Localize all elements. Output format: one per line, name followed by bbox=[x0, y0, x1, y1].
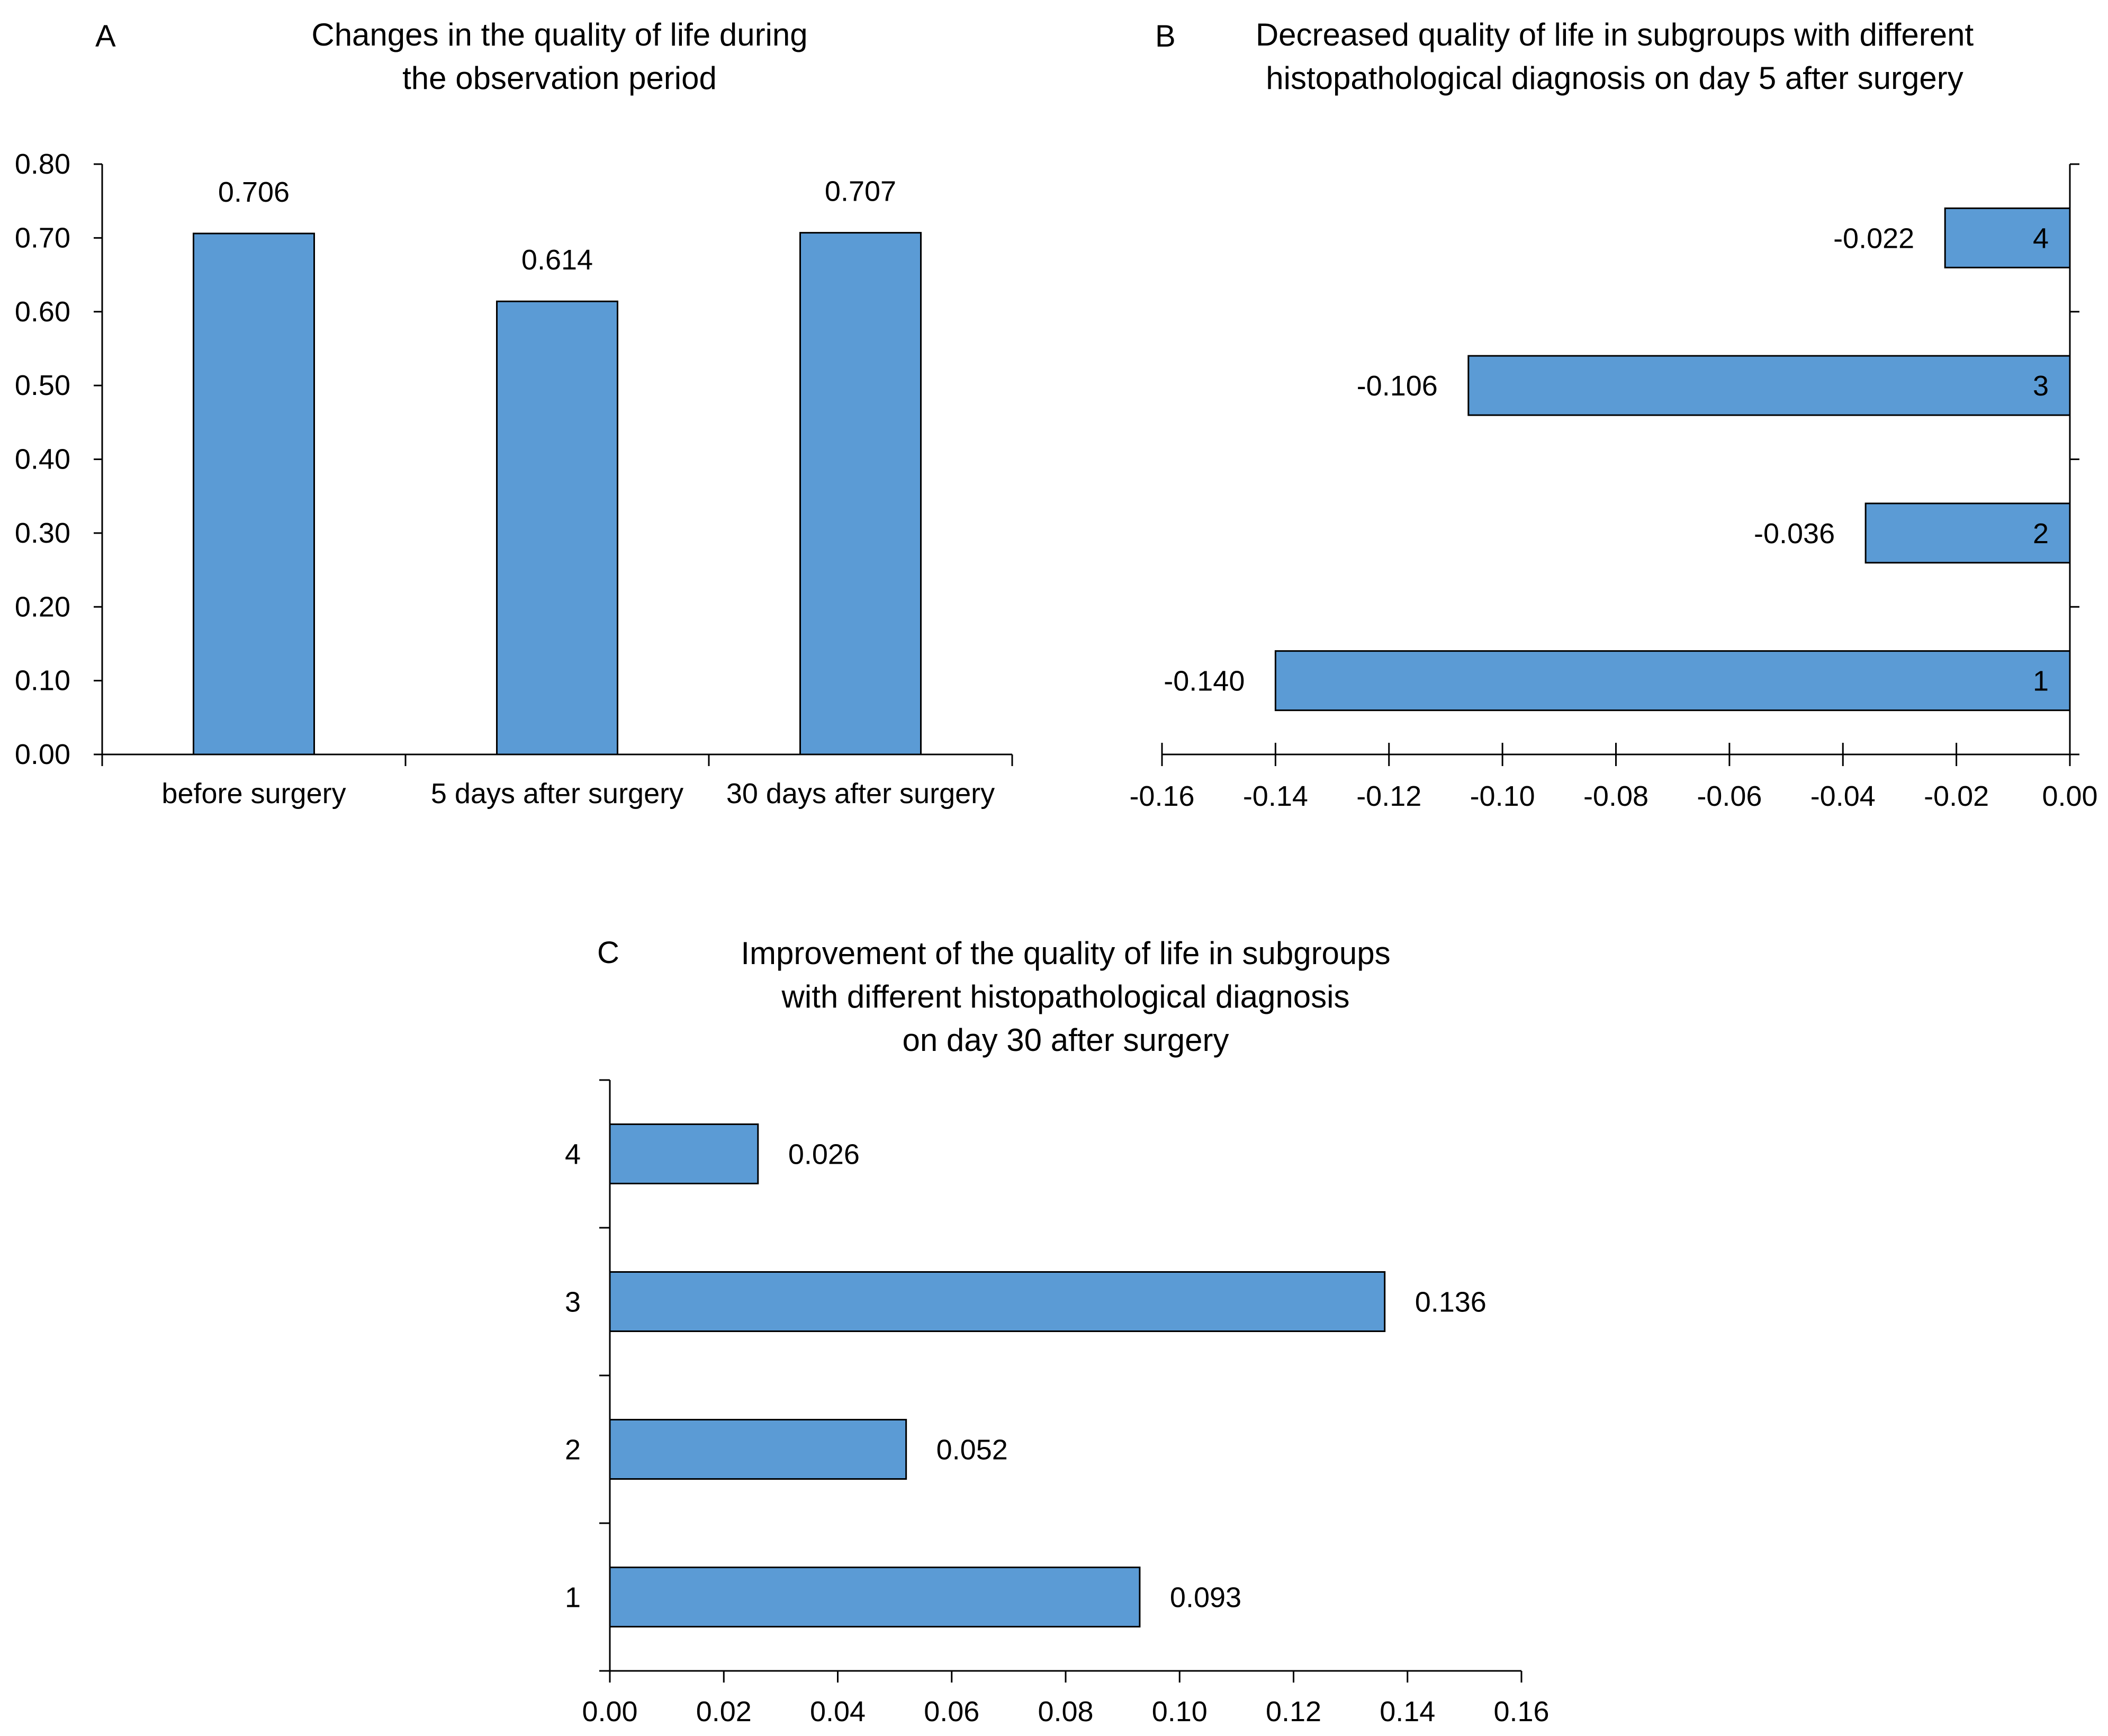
panel-letter-c: C bbox=[597, 936, 619, 970]
y-category-label: 1 bbox=[2033, 665, 2049, 697]
x-category-label: before surgery bbox=[161, 778, 346, 809]
bar bbox=[1944, 207, 2071, 268]
y-category-label: 2 bbox=[565, 1434, 581, 1466]
bar bbox=[609, 1567, 1141, 1627]
y-tick-label: 0.60 bbox=[15, 296, 70, 328]
chart-title-line: Improvement of the quality of life in su… bbox=[741, 936, 1390, 971]
y-tick-label: 0.20 bbox=[15, 591, 70, 623]
data-label: -0.036 bbox=[1754, 518, 1835, 550]
x-tick-label: -0.10 bbox=[1470, 780, 1535, 812]
y-category-label: 4 bbox=[565, 1139, 581, 1171]
x-tick-label: 0.16 bbox=[1493, 1696, 1549, 1728]
chart-title-line: Decreased quality of life in subgroups w… bbox=[1256, 17, 1974, 52]
x-tick-label: 0.10 bbox=[1152, 1696, 1208, 1728]
x-tick-label: 0.00 bbox=[2042, 780, 2097, 812]
bar bbox=[609, 1123, 759, 1184]
x-tick-label: 0.06 bbox=[924, 1696, 979, 1728]
chart-title-line: with different histopathological diagnos… bbox=[781, 979, 1350, 1014]
x-tick-label: 0.12 bbox=[1266, 1696, 1321, 1728]
y-category-label: 2 bbox=[2033, 518, 2049, 550]
data-label: 0.136 bbox=[1415, 1287, 1487, 1318]
bar bbox=[609, 1419, 907, 1480]
data-label: 0.707 bbox=[825, 176, 896, 208]
y-category-label: 3 bbox=[565, 1287, 581, 1318]
panel-letter-a: A bbox=[95, 19, 116, 53]
y-tick-label: 0.10 bbox=[15, 665, 70, 697]
x-tick-label: 0.14 bbox=[1380, 1696, 1435, 1728]
data-label: -0.106 bbox=[1357, 370, 1438, 402]
data-label: -0.022 bbox=[1833, 222, 1914, 254]
bar bbox=[193, 232, 315, 755]
panel-b: B Decreased quality of life in subgroups … bbox=[1129, 17, 2097, 812]
data-label: 0.026 bbox=[788, 1139, 860, 1171]
x-tick-label: 0.08 bbox=[1038, 1696, 1093, 1728]
y-tick-label: 0.80 bbox=[15, 148, 70, 180]
x-tick-label: 0.00 bbox=[582, 1696, 637, 1728]
bar bbox=[496, 300, 618, 755]
x-tick-label: -0.12 bbox=[1356, 780, 1421, 812]
chart-title-line: histopathological diagnosis on day 5 aft… bbox=[1266, 60, 1963, 96]
x-tick-label: -0.08 bbox=[1583, 780, 1648, 812]
chart-title-line: the observation period bbox=[402, 60, 717, 96]
x-tick-label: -0.14 bbox=[1243, 780, 1308, 812]
data-label: 0.052 bbox=[936, 1434, 1008, 1466]
x-tick-label: -0.04 bbox=[1810, 780, 1876, 812]
chart-title-line: on day 30 after surgery bbox=[902, 1022, 1229, 1058]
x-tick-label: -0.16 bbox=[1129, 780, 1194, 812]
data-label: 0.706 bbox=[218, 176, 290, 208]
bar bbox=[1274, 650, 2071, 712]
panel-c: C Improvement of the quality of life in s… bbox=[565, 936, 1550, 1728]
x-category-label: 5 days after surgery bbox=[431, 778, 683, 809]
x-tick-label: -0.06 bbox=[1697, 780, 1762, 812]
y-tick-label: 0.30 bbox=[15, 517, 70, 549]
panel-letter-b: B bbox=[1155, 19, 1176, 53]
bar bbox=[609, 1271, 1386, 1332]
y-tick-label: 0.00 bbox=[15, 739, 70, 770]
y-category-label: 3 bbox=[2033, 370, 2049, 402]
y-tick-label: 0.50 bbox=[15, 370, 70, 401]
x-tick-label: -0.02 bbox=[1924, 780, 1989, 812]
bar bbox=[799, 232, 922, 755]
x-tick-label: 0.02 bbox=[696, 1696, 752, 1728]
y-tick-label: 0.70 bbox=[15, 222, 70, 254]
x-category-label: 30 days after surgery bbox=[726, 778, 995, 809]
bar bbox=[1864, 502, 2071, 564]
y-category-label: 4 bbox=[2033, 222, 2049, 254]
x-tick-label: 0.04 bbox=[810, 1696, 866, 1728]
y-category-label: 1 bbox=[565, 1582, 581, 1614]
y-tick-label: 0.40 bbox=[15, 444, 70, 475]
bar bbox=[1467, 355, 2071, 416]
data-label: 0.093 bbox=[1170, 1582, 1241, 1614]
data-label: 0.614 bbox=[521, 244, 593, 276]
data-label: -0.140 bbox=[1164, 665, 1245, 697]
panel-a: A Changes in the quality of life during th… bbox=[15, 17, 1013, 809]
chart-title-line: Changes in the quality of life during bbox=[311, 17, 807, 52]
